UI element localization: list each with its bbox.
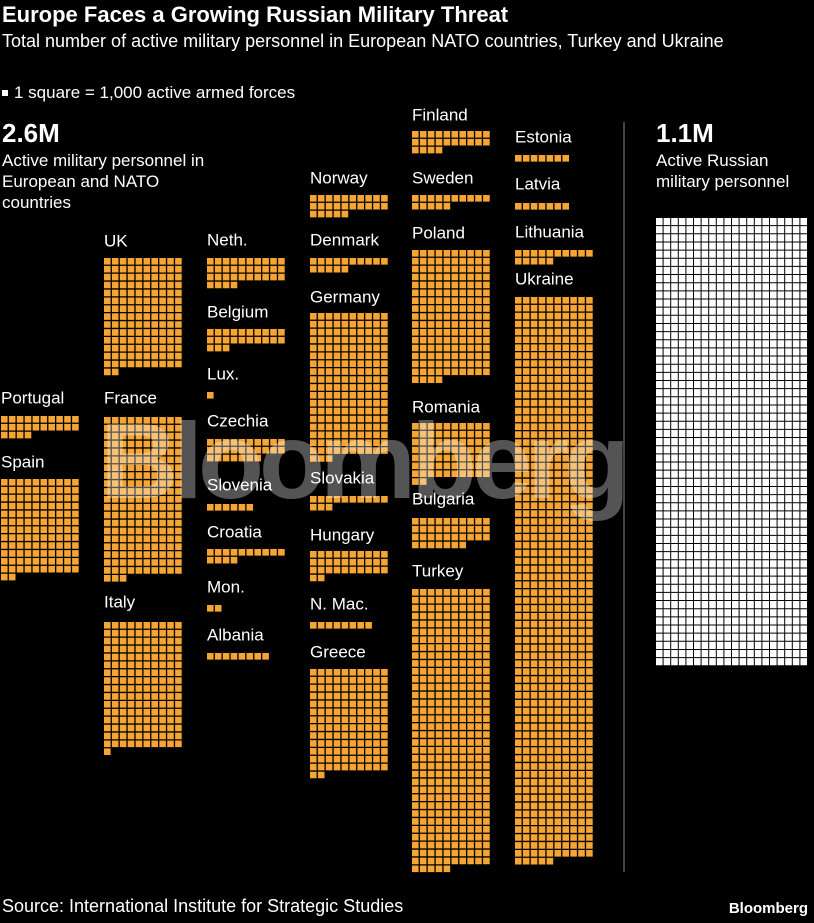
waffle-block	[310, 195, 388, 218]
country-label: Albania	[207, 625, 264, 644]
title: Europe Faces a Growing Russian Military …	[2, 2, 509, 27]
country-label: Bulgaria	[412, 489, 475, 508]
europe-total: 2.6M	[2, 118, 60, 148]
country-label: Mon.	[207, 577, 245, 596]
waffle-block	[1, 416, 79, 439]
legend-text: 1 square = 1,000 active armed forces	[14, 83, 296, 102]
country-label: Belgium	[207, 302, 268, 321]
country-label: Spain	[1, 452, 44, 471]
country-label: Ukraine	[515, 269, 574, 288]
country-label: N. Mac.	[310, 594, 369, 613]
country-label: Denmark	[310, 230, 379, 249]
russia-total: 1.1M	[656, 118, 714, 148]
country-label: Slovakia	[310, 468, 375, 487]
country-label: Estonia	[515, 127, 572, 146]
waffle-block	[412, 250, 490, 383]
waffle-block	[207, 653, 269, 660]
country-label: Turkey	[412, 561, 464, 580]
country-label: Lithuania	[515, 222, 585, 241]
country-label: France	[104, 388, 157, 407]
waffle-block	[412, 195, 490, 210]
country-label: Sweden	[412, 168, 473, 187]
waffle-block	[310, 669, 388, 779]
subtitle: Total number of active military personne…	[2, 31, 724, 51]
europe-label: Active military personnel in European an…	[2, 151, 205, 212]
country-label: Croatia	[207, 522, 262, 541]
country-label: Norway	[310, 168, 368, 187]
brand: Bloomberg	[728, 900, 808, 917]
country-label: Finland	[412, 105, 468, 124]
country-label: Greece	[310, 642, 366, 661]
country-label: Latvia	[515, 174, 561, 193]
waffle-block	[515, 297, 593, 865]
country-label: Italy	[104, 592, 136, 611]
waffle-block	[207, 329, 285, 352]
waffle-block	[104, 622, 182, 755]
country-label: Czechia	[207, 411, 269, 430]
waffle-block	[412, 589, 490, 873]
country-label: Hungary	[310, 525, 375, 544]
waffle-block	[310, 496, 388, 511]
russia-label: Active Russian military personnel	[656, 151, 790, 191]
waffle-block	[656, 218, 807, 666]
country-label: Slovenia	[207, 475, 273, 494]
waffle-block	[515, 250, 593, 265]
country-label: Germany	[310, 287, 380, 306]
waffle-block	[207, 439, 285, 462]
waffle-block	[310, 258, 388, 273]
waffle-block	[207, 549, 285, 564]
country-label: Lux.	[207, 364, 239, 383]
waffle-block	[207, 605, 222, 612]
waffle-block	[104, 417, 182, 582]
source: Source: International Institute for Stra…	[2, 896, 404, 916]
waffle-block	[515, 203, 569, 210]
waffle-block	[310, 622, 372, 629]
country-label: Romania	[412, 397, 481, 416]
waffle-block	[1, 479, 79, 581]
legend-square	[2, 89, 8, 96]
waffle-block	[310, 313, 388, 462]
waffle-block	[310, 551, 388, 582]
waffle-block	[515, 155, 569, 162]
watermark: Bloomberg	[100, 400, 630, 521]
country-label: Poland	[412, 223, 465, 242]
waffle-block	[207, 392, 214, 399]
country-label: Portugal	[1, 388, 64, 407]
waffle-block	[207, 258, 285, 289]
legend: 1 square = 1,000 active armed forces	[2, 83, 295, 103]
country-label: UK	[104, 231, 128, 250]
waffle-block	[104, 258, 182, 376]
country-label: Neth.	[207, 230, 248, 249]
waffle-block	[412, 131, 490, 154]
waffle-block	[207, 504, 254, 511]
